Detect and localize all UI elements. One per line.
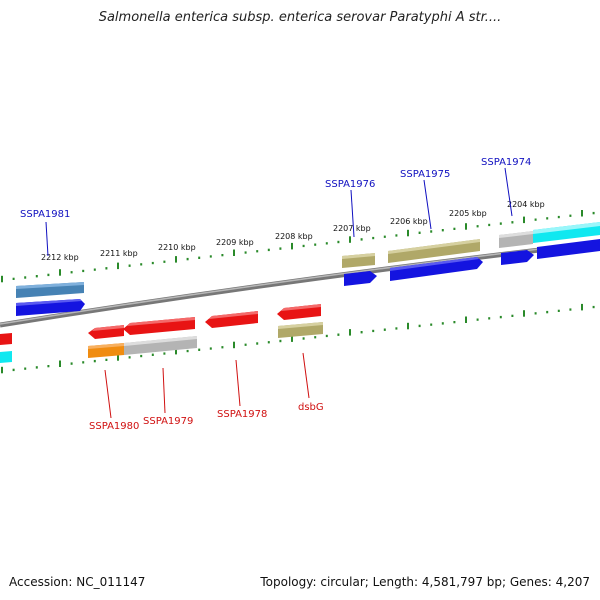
genome-title: Salmonella enterica subsp. enterica sero… xyxy=(98,10,502,25)
cds-feature xyxy=(533,222,600,234)
cds-feature[interactable] xyxy=(390,257,483,281)
gene-label[interactable]: SSPA1974 xyxy=(481,157,531,168)
accession-text: Accession: NC_011147 xyxy=(9,575,146,589)
scale-label: 2212 kbp xyxy=(41,253,79,262)
cds-feature xyxy=(390,257,479,271)
gene-label[interactable]: SSPA1975 xyxy=(400,169,450,180)
scale-label: 2208 kbp xyxy=(275,232,313,241)
topology-text: Topology: circular; Length: 4,581,797 bp… xyxy=(260,575,590,589)
scale-label: 2211 kbp xyxy=(100,249,138,258)
gene-label[interactable]: SSPA1979 xyxy=(143,416,193,427)
cds-feature xyxy=(16,299,82,306)
cds-feature xyxy=(499,231,533,238)
gene-label[interactable]: dsbG xyxy=(298,402,324,413)
cds-feature xyxy=(92,325,124,331)
label-leaders xyxy=(45,167,513,419)
cds-feature xyxy=(278,322,323,329)
cds-feature xyxy=(209,311,258,319)
gene-label[interactable]: SSPA1978 xyxy=(217,409,267,420)
cds-feature[interactable] xyxy=(501,250,534,265)
scale-label: 2204 kbp xyxy=(507,200,545,209)
reverse-features xyxy=(0,304,323,363)
cds-feature[interactable] xyxy=(537,239,600,259)
cds-feature xyxy=(342,253,375,259)
scale-label: 2209 kbp xyxy=(216,238,254,247)
cds-feature[interactable] xyxy=(0,351,12,363)
scale-label: 2206 kbp xyxy=(390,217,428,226)
gene-label[interactable]: SSPA1981 xyxy=(20,209,70,220)
cds-feature[interactable] xyxy=(344,271,377,286)
scale-label: 2205 kbp xyxy=(449,209,487,218)
cds-feature xyxy=(127,317,195,326)
gene-label[interactable]: SSPA1976 xyxy=(325,179,375,190)
scale-ticks-bottom xyxy=(1,303,595,374)
forward-features xyxy=(16,222,600,316)
scale-ticks-top xyxy=(1,210,595,283)
cds-feature xyxy=(88,343,124,349)
cds-feature xyxy=(16,282,84,289)
gene-label[interactable]: SSPA1980 xyxy=(89,421,139,432)
cds-feature xyxy=(124,336,197,346)
cds-feature[interactable] xyxy=(0,333,12,345)
scale-label: 2210 kbp xyxy=(158,243,196,252)
cds-feature xyxy=(281,304,321,311)
cds-feature xyxy=(388,239,480,254)
scale-label: 2207 kbp xyxy=(333,224,371,233)
